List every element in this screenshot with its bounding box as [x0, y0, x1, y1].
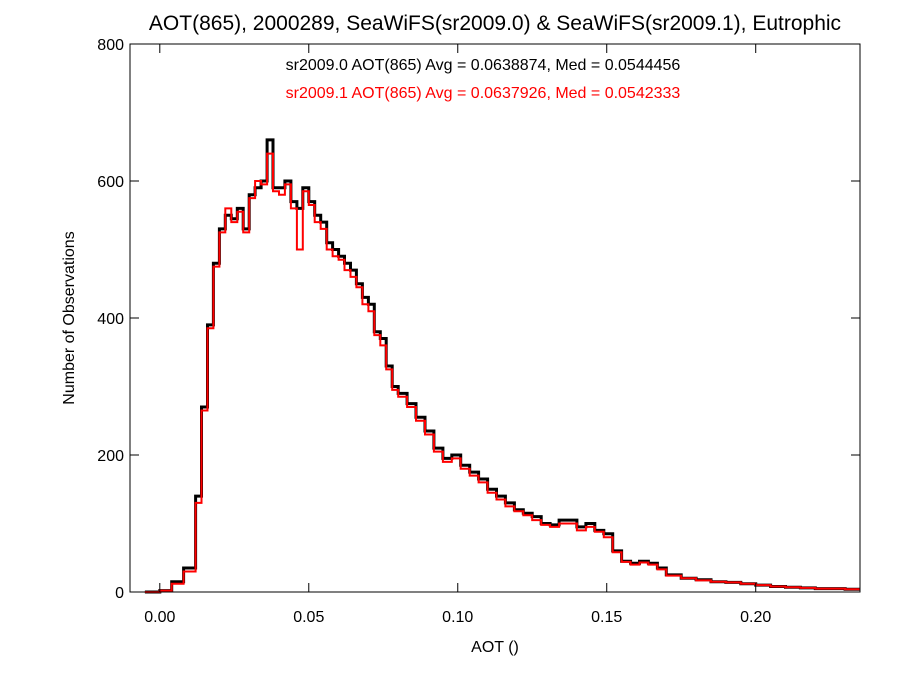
annotation-sr2009-0: sr2009.0 AOT(865) Avg = 0.0638874, Med =… [286, 57, 681, 74]
series-layer [144, 138, 860, 594]
y-axis-label: Number of Observations [61, 231, 78, 404]
annotation-sr2009-1: sr2009.1 AOT(865) Avg = 0.0637926, Med =… [286, 85, 681, 102]
x-tick-label-3: 0.15 [591, 609, 622, 626]
y-tick-label-4: 800 [97, 37, 124, 54]
series-line-1 [144, 152, 860, 593]
y-axis-ticks: 0 200 400 600 800 [97, 37, 860, 602]
plot-frame [129, 43, 861, 593]
y-tick-label-3: 600 [97, 174, 124, 191]
series-line-0 [144, 138, 860, 594]
chart-title: AOT(865), 2000289, SeaWiFS(sr2009.0) & S… [149, 12, 841, 35]
x-tick-label-1: 0.05 [293, 609, 324, 626]
y-tick-label-2: 400 [97, 311, 124, 328]
y-tick-label-1: 200 [97, 448, 124, 465]
x-axis-ticks: 0.00 0.05 0.10 0.15 0.20 [144, 44, 771, 626]
x-tick-label-0: 0.00 [144, 609, 175, 626]
y-tick-label-0: 0 [115, 585, 124, 602]
x-tick-label-4: 0.20 [740, 609, 771, 626]
x-axis-label: AOT () [471, 639, 519, 656]
x-tick-label-2: 0.10 [442, 609, 473, 626]
